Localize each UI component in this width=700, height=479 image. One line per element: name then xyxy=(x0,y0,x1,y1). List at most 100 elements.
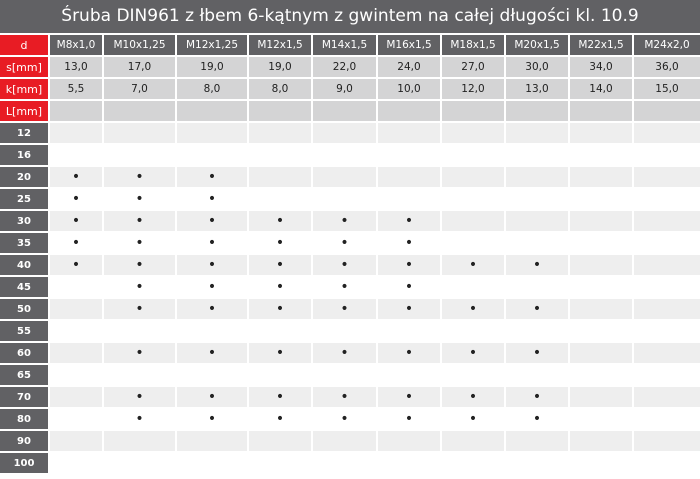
table-cell xyxy=(378,145,440,165)
row-label: 35 xyxy=(0,233,48,253)
table-cell xyxy=(442,431,504,451)
table-cell: 22,0 xyxy=(313,57,376,77)
table-cell xyxy=(570,145,632,165)
length-row: 70 • • • • • • • xyxy=(0,387,700,407)
table-cell xyxy=(634,233,700,253)
table-cell xyxy=(442,211,504,231)
table-cell xyxy=(506,189,568,209)
table-cell: 36,0 xyxy=(634,57,700,77)
availability-dot: • xyxy=(104,167,175,187)
table-cell xyxy=(634,277,700,297)
availability-dot: • xyxy=(104,211,175,231)
availability-dot: • xyxy=(50,255,102,275)
availability-dot: • xyxy=(249,409,311,429)
availability-dot: • xyxy=(249,255,311,275)
table-cell xyxy=(249,123,311,143)
availability-dot: • xyxy=(177,211,247,231)
table-cell xyxy=(570,321,632,341)
availability-dot: • xyxy=(177,233,247,253)
table-cell xyxy=(50,343,102,363)
table-cell xyxy=(378,123,440,143)
availability-dot: • xyxy=(249,299,311,319)
availability-dot: • xyxy=(249,387,311,407)
table-cell: M10x1,25 xyxy=(104,35,175,55)
table-cell xyxy=(249,365,311,385)
row-label: 30 xyxy=(0,211,48,231)
availability-dot: • xyxy=(313,255,376,275)
table-cell: 15,0 xyxy=(634,79,700,99)
table-cell xyxy=(506,211,568,231)
table-cell xyxy=(570,299,632,319)
table-cell: 24,0 xyxy=(378,57,440,77)
table-cell xyxy=(378,189,440,209)
row-label: s[mm] xyxy=(0,57,48,77)
row-label: 65 xyxy=(0,365,48,385)
availability-dot: • xyxy=(249,211,311,231)
row-label: 16 xyxy=(0,145,48,165)
table-cell: 8,0 xyxy=(177,79,247,99)
availability-dot: • xyxy=(442,387,504,407)
l-header-row: L[mm] xyxy=(0,101,700,121)
table-cell xyxy=(313,145,376,165)
availability-dot: • xyxy=(313,277,376,297)
table-cell xyxy=(104,123,175,143)
length-row: 100 xyxy=(0,453,700,473)
table-cell xyxy=(442,167,504,187)
length-row: 20 • • • xyxy=(0,167,700,187)
table-cell: 13,0 xyxy=(506,79,568,99)
table-cell xyxy=(634,321,700,341)
row-label: 50 xyxy=(0,299,48,319)
table-cell: 12,0 xyxy=(442,79,504,99)
table-cell xyxy=(634,189,700,209)
availability-dot: • xyxy=(177,299,247,319)
table-cell xyxy=(104,431,175,451)
table-cell xyxy=(634,409,700,429)
table-cell: M14x1,5 xyxy=(313,35,376,55)
table-cell: 7,0 xyxy=(104,79,175,99)
table-cell xyxy=(506,431,568,451)
availability-dot: • xyxy=(177,167,247,187)
availability-dot: • xyxy=(177,277,247,297)
size-header-row: d M8x1,0 M10x1,25 M12x1,25 M12x1,5 M14x1,5 M16… xyxy=(0,35,700,55)
table-cell xyxy=(104,365,175,385)
availability-dot: • xyxy=(506,255,568,275)
table-cell xyxy=(570,211,632,231)
availability-dot: • xyxy=(313,409,376,429)
availability-dot: • xyxy=(50,189,102,209)
table-cell xyxy=(506,365,568,385)
table-cell xyxy=(104,145,175,165)
table-cell: 10,0 xyxy=(378,79,440,99)
availability-dot: • xyxy=(177,343,247,363)
table-cell xyxy=(570,101,632,121)
table-cell xyxy=(378,453,440,473)
table-cell xyxy=(313,189,376,209)
availability-dot: • xyxy=(378,255,440,275)
row-label: 40 xyxy=(0,255,48,275)
availability-dot: • xyxy=(104,409,175,429)
table-cell xyxy=(50,387,102,407)
table-cell xyxy=(378,101,440,121)
table-cell xyxy=(570,365,632,385)
table-cell xyxy=(570,343,632,363)
availability-dot: • xyxy=(177,189,247,209)
table-cell xyxy=(177,453,247,473)
table-cell xyxy=(570,233,632,253)
table-cell xyxy=(378,431,440,451)
availability-dot: • xyxy=(104,343,175,363)
length-row: 45 • • • • • xyxy=(0,277,700,297)
spec-table: d M8x1,0 M10x1,25 M12x1,25 M12x1,5 M14x1,5 M16… xyxy=(0,33,700,475)
availability-dot: • xyxy=(378,277,440,297)
table-cell xyxy=(570,431,632,451)
availability-dot: • xyxy=(442,343,504,363)
table-cell xyxy=(313,167,376,187)
availability-dot: • xyxy=(378,233,440,253)
length-row: 12 xyxy=(0,123,700,143)
table-cell xyxy=(313,431,376,451)
table-cell xyxy=(570,123,632,143)
table-cell xyxy=(442,365,504,385)
table-cell: 17,0 xyxy=(104,57,175,77)
table-cell: M12x1,25 xyxy=(177,35,247,55)
table-cell xyxy=(50,277,102,297)
table-cell: 13,0 xyxy=(50,57,102,77)
length-row: 30 • • • • • • xyxy=(0,211,700,231)
